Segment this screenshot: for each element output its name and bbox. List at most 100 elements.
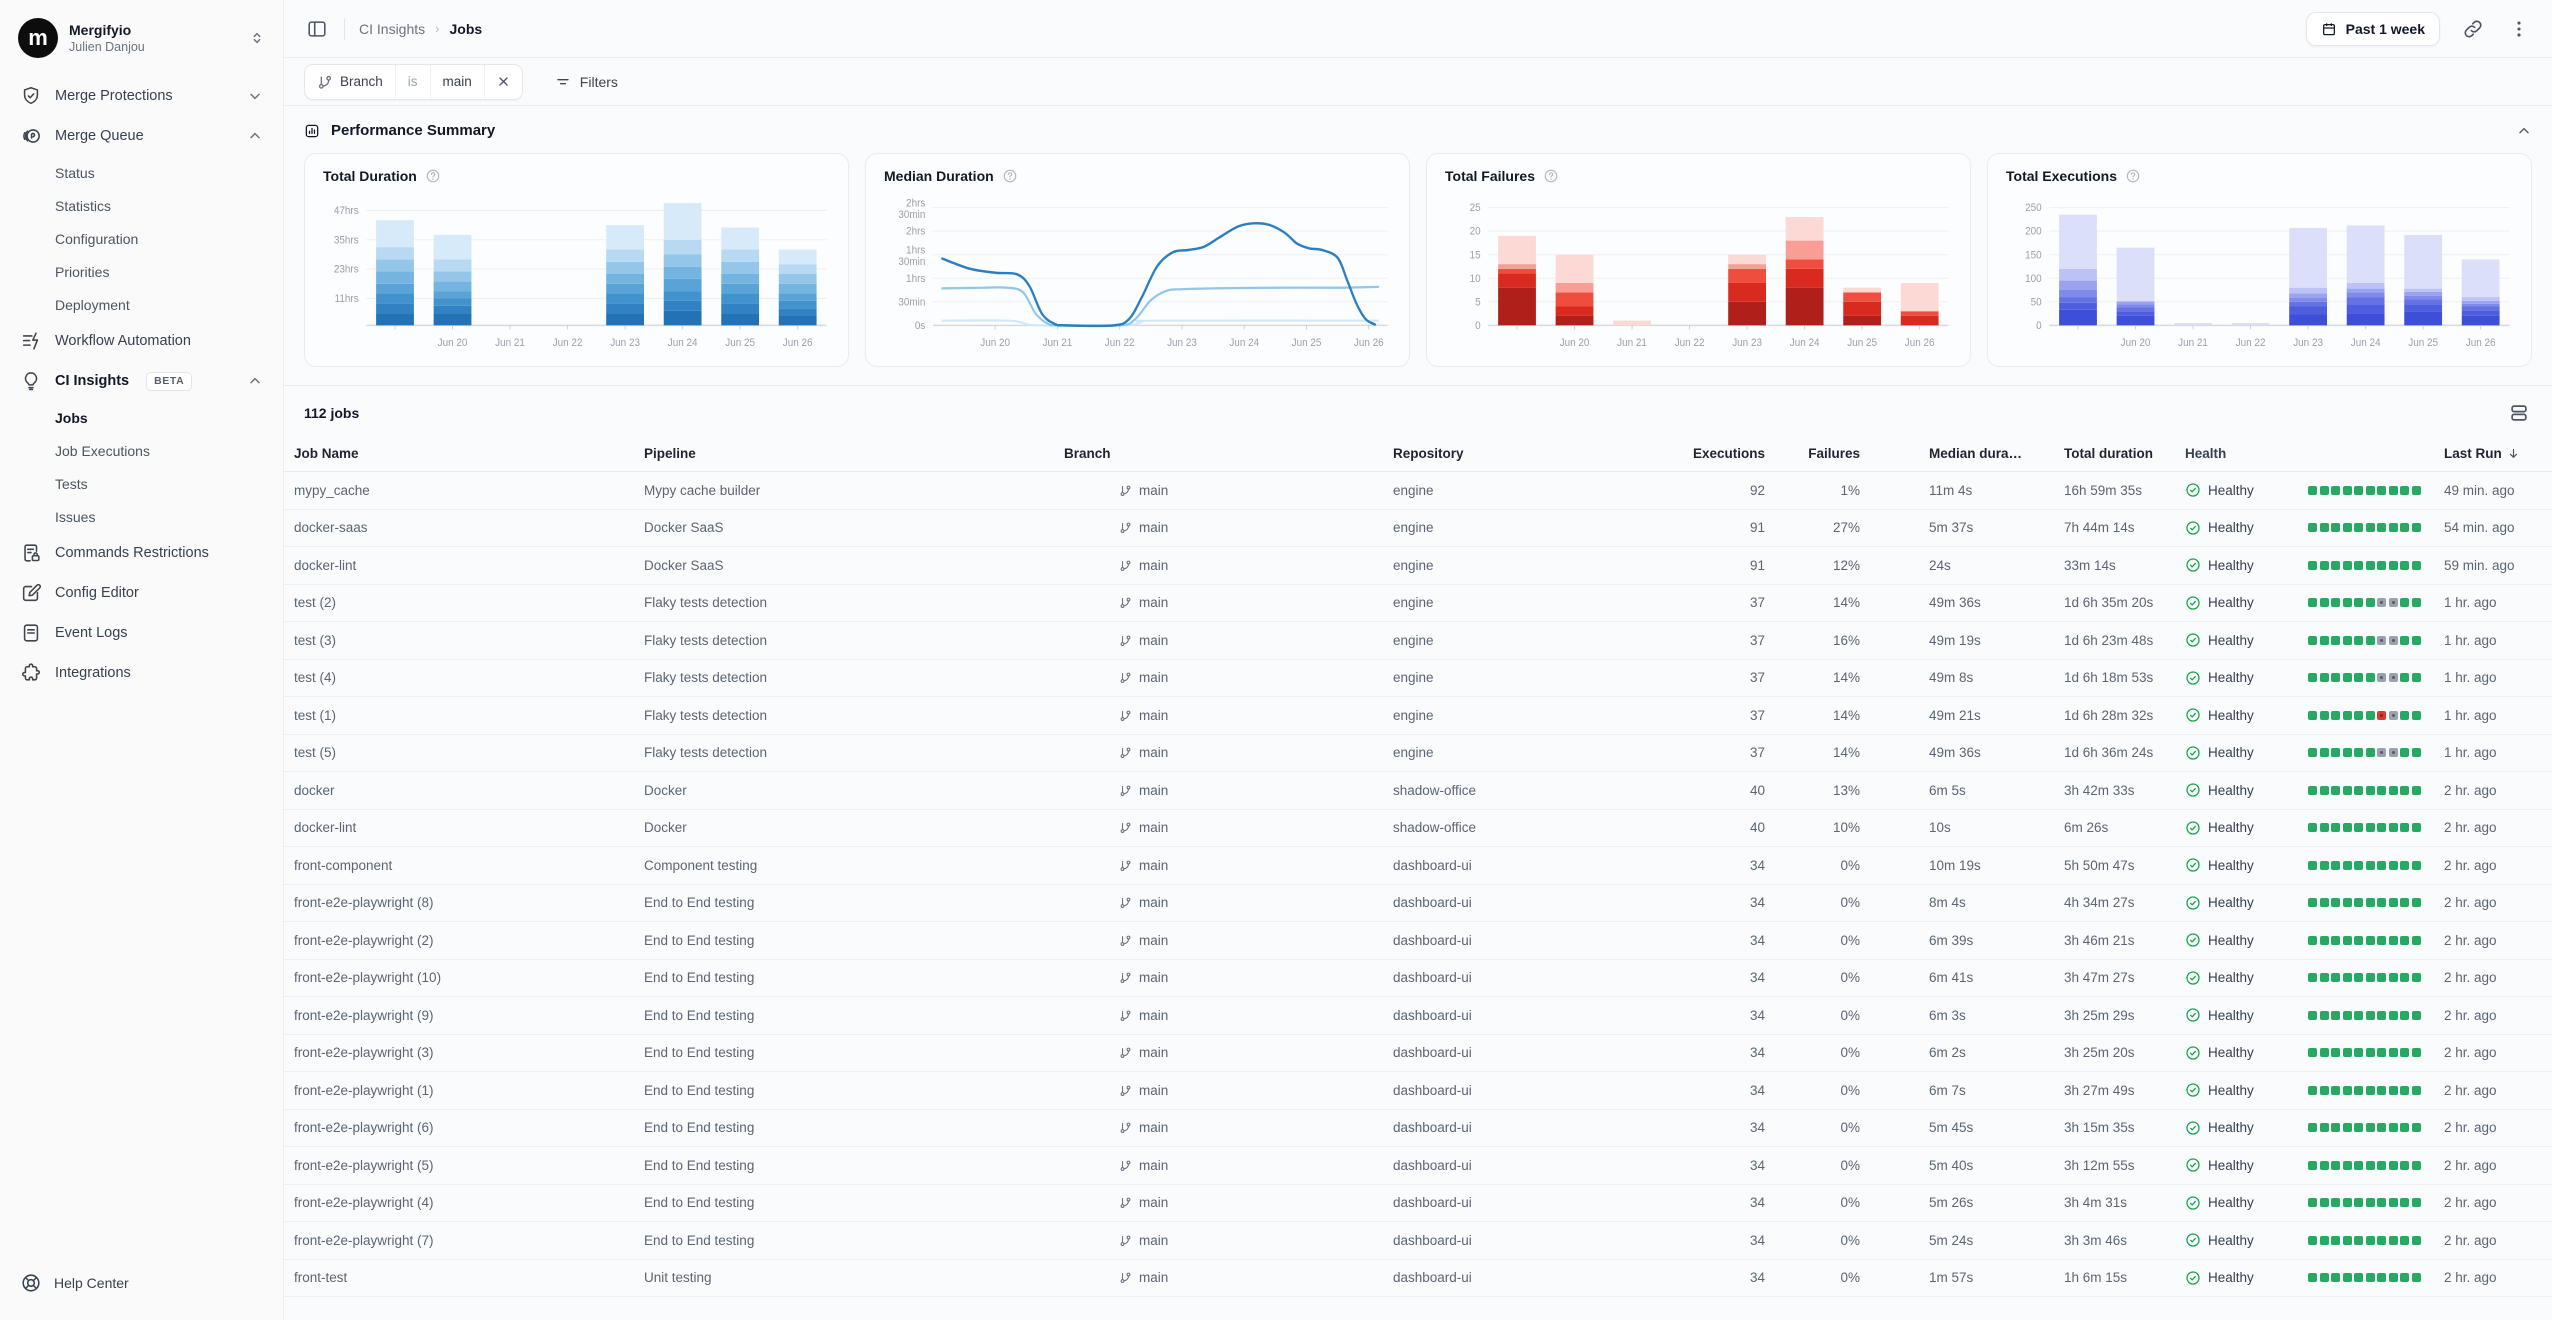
median-duration-title: Median Duration bbox=[884, 168, 994, 184]
repository: dashboard-ui bbox=[1393, 1232, 1472, 1248]
sidebar-subitem-jobs[interactable]: Jobs bbox=[55, 409, 88, 426]
job-name: docker-lint bbox=[294, 820, 357, 836]
svg-text:Jun 22: Jun 22 bbox=[1105, 338, 1135, 349]
job-row[interactable]: front-e2e-playwright (2) End to End testi… bbox=[284, 922, 2552, 960]
sidebar-item-integrations[interactable]: Integrations bbox=[12, 653, 271, 693]
column-header-pipeline[interactable]: Pipeline bbox=[644, 446, 696, 461]
help-circle-icon[interactable] bbox=[1002, 168, 1018, 184]
job-row[interactable]: front-e2e-playwright (8) End to End testi… bbox=[284, 885, 2552, 922]
breadcrumb-parent[interactable]: CI Insights bbox=[359, 20, 426, 37]
job-row[interactable]: test (1) Flaky tests detection main engine 3… bbox=[284, 697, 2552, 735]
job-row[interactable]: docker-saas Docker SaaS main engine 91 27% 5m … bbox=[284, 510, 2552, 547]
view-toggle-button[interactable] bbox=[2506, 400, 2532, 426]
repository: engine bbox=[1393, 670, 1434, 686]
executions: 34 bbox=[1749, 1157, 1765, 1173]
svg-text:Jun 26: Jun 26 bbox=[1905, 338, 1935, 349]
sidebar-item-merge-queue[interactable]: Merge Queue bbox=[12, 116, 271, 156]
conclusion-success bbox=[2308, 598, 2317, 608]
filters-button[interactable]: Filters bbox=[549, 73, 624, 91]
last-conclusions bbox=[2304, 598, 2444, 608]
org-name: Mergifyio bbox=[69, 22, 132, 38]
last-run: 2 hr. ago bbox=[2444, 895, 2497, 911]
executions: 37 bbox=[1749, 707, 1765, 723]
job-row[interactable]: docker-lint Docker SaaS main engine 91 12% 24s… bbox=[284, 547, 2552, 585]
sidebar-item-merge-protections[interactable]: Merge Protections bbox=[12, 76, 271, 116]
sidebar-toggle-button[interactable] bbox=[304, 16, 330, 42]
sidebar-item-commands-restrictions[interactable]: Commands Restrictions bbox=[12, 533, 271, 573]
sidebar-subitem-job-executions[interactable]: Job Executions bbox=[55, 442, 150, 459]
job-row[interactable]: mypy_cache Mypy cache builder main engine 92… bbox=[284, 472, 2552, 510]
conclusion-success bbox=[2354, 898, 2363, 908]
sidebar-item-event-logs[interactable]: Event Logs bbox=[12, 613, 271, 653]
help-circle-icon[interactable] bbox=[1543, 168, 1559, 184]
git-branch-icon bbox=[1119, 709, 1132, 722]
job-row[interactable]: front-component Component testing main dash… bbox=[284, 847, 2552, 885]
conclusion-success bbox=[2331, 898, 2340, 908]
job-row[interactable]: front-e2e-playwright (5) End to End testi… bbox=[284, 1147, 2552, 1185]
conclusion-success bbox=[2388, 1273, 2398, 1283]
job-row[interactable]: front-test Unit testing main dashboard-ui 34… bbox=[284, 1260, 2552, 1297]
executions: 34 bbox=[1749, 970, 1765, 986]
healthy-check-icon bbox=[2185, 557, 2201, 573]
health: Healthy bbox=[2169, 857, 2304, 873]
sidebar-subitem-status[interactable]: Status bbox=[55, 164, 95, 181]
sidebar-item-ci-insights[interactable]: CI Insights BETA bbox=[12, 361, 271, 401]
main-area: CI Insights › Jobs Past 1 week bbox=[284, 0, 2552, 1320]
job-row[interactable]: front-e2e-playwright (9) End to End testi… bbox=[284, 997, 2552, 1035]
sidebar-subitem-configuration[interactable]: Configuration bbox=[55, 230, 139, 247]
help-circle-icon[interactable] bbox=[2125, 168, 2141, 184]
date-range-button[interactable]: Past 1 week bbox=[2305, 11, 2440, 46]
copy-link-button[interactable] bbox=[2460, 16, 2486, 42]
sidebar-item-config-editor[interactable]: Config Editor bbox=[12, 573, 271, 613]
total-duration: 3h 42m 33s bbox=[2064, 782, 2135, 798]
job-row[interactable]: test (3) Flaky tests detection main engine 3… bbox=[284, 622, 2552, 660]
conclusion-success bbox=[2400, 523, 2409, 533]
job-row[interactable]: front-e2e-playwright (1) End to End testi… bbox=[284, 1072, 2552, 1110]
job-row[interactable]: test (2) Flaky tests detection main engine 3… bbox=[284, 585, 2552, 622]
job-row[interactable]: test (4) Flaky tests detection main engine 3… bbox=[284, 660, 2552, 697]
median-duration: 5m 26s bbox=[1929, 1195, 1974, 1211]
column-header-job-name[interactable]: Job Name bbox=[294, 446, 359, 461]
branch: main bbox=[1064, 1158, 1369, 1173]
column-header-repository[interactable]: Repository bbox=[1393, 446, 1464, 461]
total-duration: 1h 6m 15s bbox=[2064, 1270, 2128, 1286]
column-header-health[interactable]: Health bbox=[2185, 446, 2227, 461]
filter-chip-remove-button[interactable] bbox=[485, 65, 522, 99]
filter-chip-field[interactable]: Branch bbox=[305, 64, 396, 99]
pipeline: End to End testing bbox=[644, 1007, 755, 1023]
job-row[interactable]: front-e2e-playwright (7) End to End testi… bbox=[284, 1222, 2552, 1260]
health: Healthy bbox=[2169, 1270, 2304, 1286]
filter-chip-operator[interactable]: is bbox=[396, 64, 431, 99]
column-header-total-duration[interactable]: Total duration bbox=[2064, 446, 2153, 461]
org-switcher[interactable]: m Mergifyio Julien Danjou bbox=[12, 12, 271, 76]
help-center-button[interactable]: Help Center bbox=[12, 1264, 271, 1302]
job-row[interactable]: test (5) Flaky tests detection main engine 3… bbox=[284, 735, 2552, 772]
sidebar-item-workflow-automation[interactable]: Workflow Automation bbox=[12, 321, 271, 361]
job-row[interactable]: docker Docker main shadow-office 40 13% 6m 5s 3… bbox=[284, 772, 2552, 810]
sidebar-subitem-tests[interactable]: Tests bbox=[55, 475, 88, 492]
job-row[interactable]: front-e2e-playwright (10) End to End test… bbox=[284, 960, 2552, 997]
breadcrumb-separator-icon: › bbox=[435, 21, 440, 36]
column-header-branch[interactable]: Branch bbox=[1064, 446, 1111, 461]
filter-chip-value[interactable]: main bbox=[431, 64, 485, 99]
column-header-executions[interactable]: Executions bbox=[1692, 446, 1765, 461]
job-row[interactable]: front-e2e-playwright (4) End to End testi… bbox=[284, 1185, 2552, 1222]
job-row[interactable]: docker-lint Docker main shadow-office 40 10% 1… bbox=[284, 810, 2552, 847]
column-header-last-run[interactable]: Last Run bbox=[2444, 446, 2542, 461]
sidebar-subitem-issues[interactable]: Issues bbox=[55, 508, 96, 525]
sidebar-subitem-priorities[interactable]: Priorities bbox=[55, 263, 110, 280]
job-row[interactable]: front-e2e-playwright (3) End to End testi… bbox=[284, 1035, 2552, 1072]
more-options-button[interactable] bbox=[2506, 16, 2532, 42]
sidebar-subitem-statistics[interactable]: Statistics bbox=[55, 197, 112, 214]
job-row[interactable]: front-e2e-playwright (6) End to End testi… bbox=[284, 1110, 2552, 1147]
last-conclusions bbox=[2304, 485, 2444, 495]
sidebar-subitem-deployment[interactable]: Deployment bbox=[55, 296, 130, 313]
help-circle-icon[interactable] bbox=[425, 168, 441, 184]
column-header-failures[interactable]: Failures bbox=[1808, 446, 1860, 461]
conclusion-success bbox=[2377, 1123, 2386, 1133]
conclusion-success bbox=[2308, 898, 2317, 908]
column-header-median-duration[interactable]: Median duration bbox=[1929, 446, 2034, 461]
collapse-section-button[interactable] bbox=[2516, 123, 2532, 139]
conclusion-success bbox=[2342, 898, 2352, 908]
branch: main bbox=[1064, 820, 1369, 835]
